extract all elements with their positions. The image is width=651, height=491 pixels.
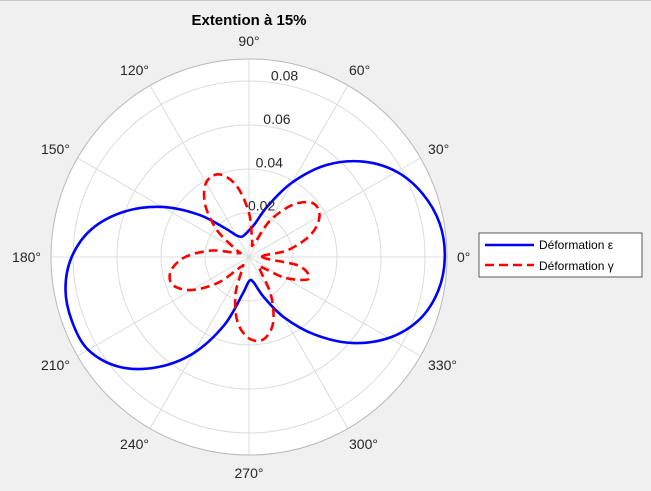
theta-tick-label: 90° bbox=[238, 33, 259, 49]
theta-tick-label: 240° bbox=[120, 436, 149, 452]
theta-tick-label: 120° bbox=[120, 62, 149, 78]
r-tick-labels: 0.02 0.04 0.06 0.08 bbox=[248, 68, 298, 214]
polar-axes: 0° 30° 60° 90° 120° 150° 180° 210° 240° 270° 300° 3… bbox=[12, 33, 470, 481]
chart-title: Extention à 15% bbox=[191, 12, 306, 29]
legend-label-deformation-gamma: Déformation γ bbox=[539, 259, 614, 273]
theta-grid-line bbox=[248, 256, 421, 357]
theta-grid-line bbox=[248, 157, 421, 258]
theta-grid-line bbox=[77, 256, 250, 357]
series-line-deformation-epsilon bbox=[64, 159, 447, 371]
legend-box bbox=[478, 232, 643, 278]
polar-outer-boundary bbox=[50, 58, 448, 456]
data-traces bbox=[64, 159, 447, 371]
theta-tick-label: 300° bbox=[349, 436, 378, 452]
r-tick-label: 0.06 bbox=[263, 111, 290, 127]
theta-tick-label: 270° bbox=[235, 465, 264, 481]
legend-label-deformation-epsilon: Déformation ε bbox=[539, 238, 614, 252]
theta-tick-labels: 0° 30° 60° 90° 120° 150° 180° 210° 240° 270° 300° 3… bbox=[12, 33, 470, 481]
theta-tick-label: 180° bbox=[12, 249, 41, 265]
theta-tick-label: 150° bbox=[41, 141, 70, 157]
r-tick-label: 0.02 bbox=[248, 198, 275, 214]
theta-grid-line bbox=[149, 256, 250, 429]
theta-grid-line bbox=[248, 256, 349, 429]
figure-top-border bbox=[0, 0, 651, 1]
theta-tick-label: 60° bbox=[349, 62, 370, 78]
theta-tick-label: 330° bbox=[428, 357, 457, 373]
series-line-deformation-gamma bbox=[168, 173, 321, 343]
theta-tick-label: 0° bbox=[457, 249, 470, 265]
r-tick-label: 0.04 bbox=[256, 154, 283, 170]
legend: Déformation ε Déformation γ bbox=[478, 232, 643, 278]
theta-tick-label: 30° bbox=[428, 141, 449, 157]
theta-grid-line bbox=[149, 85, 250, 258]
r-tick-label: 0.08 bbox=[271, 68, 298, 84]
polar-grid bbox=[50, 58, 448, 456]
theta-tick-label: 210° bbox=[41, 357, 70, 373]
